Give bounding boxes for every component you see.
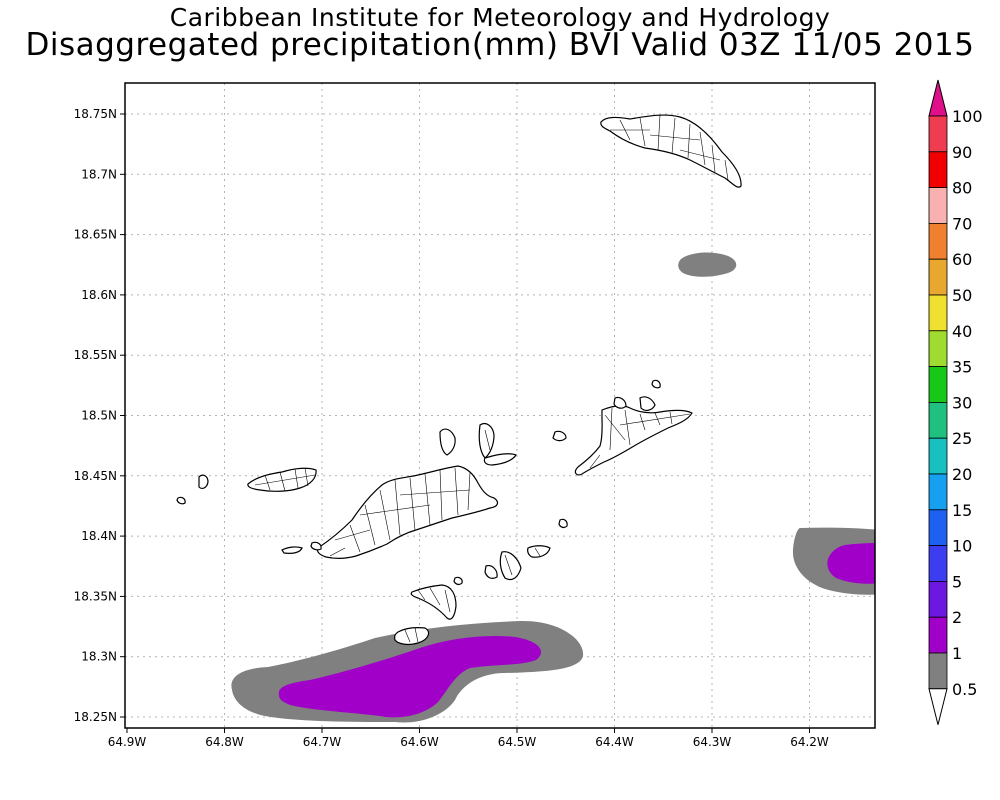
island-sandy-cay	[198, 474, 209, 489]
x-axis: 64.9W 64.8W 64.7W 64.6W 64.5W 64.4W 64.3W 64.2W	[108, 728, 829, 749]
colorbar-segment	[928, 115, 948, 153]
colorbar-label: 0.5	[952, 680, 977, 699]
precipitation-layer	[231, 252, 875, 723]
colorbar-segment	[928, 616, 948, 654]
colorbar-label: 80	[952, 179, 972, 198]
colorbar-segment	[928, 258, 948, 296]
island-necker	[651, 379, 661, 389]
island-cooper	[499, 551, 522, 581]
island-guana	[439, 428, 456, 456]
x-tick-label: 64.6W	[400, 735, 439, 749]
x-tick-label: 64.5W	[498, 735, 537, 749]
map-grid	[125, 83, 875, 728]
y-tick-label: 18.25N	[74, 710, 117, 724]
island-tortola	[316, 465, 499, 559]
colorbar-segment	[928, 509, 948, 546]
island-little-thatch	[310, 541, 322, 551]
x-tick-label: 64.3W	[693, 735, 732, 749]
island-fallen-jerusalem	[558, 518, 568, 529]
colorbar-label: 60	[952, 250, 972, 269]
colorbar-underflow-triangle	[928, 688, 948, 725]
virgin-gorda-subdivisions	[589, 407, 691, 469]
island-virgin-gorda	[574, 405, 693, 476]
colorbar-label: 40	[952, 322, 972, 341]
colorbar-segment	[928, 437, 948, 475]
colorbar-segment	[928, 330, 948, 367]
y-tick-label: 18.35N	[74, 589, 117, 603]
title-product: Disaggregated precipitation(mm) BVI Vali…	[25, 27, 975, 63]
island-beef-island-east	[483, 453, 517, 466]
colorbar-label: 25	[952, 429, 972, 448]
island-subdivisions	[254, 114, 729, 643]
precip-area-east-heavy	[827, 543, 875, 584]
island-great-thatch	[281, 546, 303, 554]
colorbar-segment	[928, 222, 948, 260]
y-tick-label: 18.4N	[81, 529, 117, 543]
x-tick-label: 64.8W	[205, 735, 244, 749]
colorbar-label: 1	[952, 644, 962, 663]
island-great-camanoe	[478, 423, 495, 459]
colorbar-segment	[928, 545, 948, 582]
x-tick-label: 64.4W	[595, 735, 634, 749]
island-ginger	[527, 545, 551, 558]
colorbar-overflow-triangle	[928, 79, 948, 117]
island-scrub	[552, 430, 567, 442]
colorbar-label: 30	[952, 393, 972, 412]
colorbar-segment	[928, 151, 948, 189]
colorbar-label: 15	[952, 501, 972, 520]
colorbar-label: 2	[952, 608, 962, 627]
colorbar-segment	[928, 581, 948, 618]
colorbar-label: 10	[952, 537, 972, 556]
colorbar-label: 20	[952, 465, 972, 484]
title-institute: Caribbean Institute for Meteorology and …	[169, 3, 831, 32]
island-anegada	[600, 114, 742, 188]
x-tick-label: 64.7W	[303, 735, 342, 749]
colorbar-segment	[928, 652, 948, 690]
island-peter	[410, 584, 457, 620]
island-salt	[484, 565, 498, 579]
jost-subdivisions	[254, 467, 316, 492]
island-green-cay	[176, 496, 186, 505]
anegada-subdivisions	[610, 114, 729, 181]
island-mosquito	[639, 396, 656, 411]
colorbar-segment	[928, 294, 948, 332]
y-tick-label: 18.5N	[81, 409, 117, 423]
colorbar-label: 70	[952, 214, 972, 233]
y-tick-label: 18.6N	[81, 288, 117, 302]
island-prickly-pear	[613, 396, 627, 409]
map-frame	[124, 82, 876, 729]
map-plot-area	[125, 83, 875, 728]
colorbar-label: 35	[952, 358, 972, 377]
precip-area-north-light	[678, 252, 737, 277]
x-tick-label: 64.9W	[108, 735, 147, 749]
colorbar-segment	[928, 366, 948, 403]
precip-area-south-heavy	[278, 636, 542, 718]
y-tick-label: 18.7N	[81, 167, 117, 181]
colorbar-label: 90	[952, 143, 972, 162]
colorbar-label: 50	[952, 286, 972, 305]
colorbar-segment	[928, 473, 948, 511]
y-tick-label: 18.3N	[81, 650, 117, 664]
colorbar-segment	[928, 401, 948, 439]
colorbar: 100 90 80 70 60 50 40 35 30 25 20 15 10 5 2 1 0.5	[928, 79, 983, 725]
colorbar-label: 5	[952, 572, 962, 591]
island-norman	[394, 627, 430, 646]
island-dead-chest	[453, 576, 463, 586]
y-tick-label: 18.75N	[74, 107, 117, 121]
y-axis: 18.75N 18.7N 18.65N 18.6N 18.55N 18.5N 18.45N 1…	[74, 107, 125, 724]
y-tick-label: 18.55N	[74, 348, 117, 362]
colorbar-segment	[928, 187, 948, 224]
colorbar-label: 100	[952, 107, 983, 126]
x-tick-label: 64.2W	[790, 735, 829, 749]
y-tick-label: 18.45N	[74, 469, 117, 483]
tortola-subdivisions	[329, 467, 471, 557]
small-island-subdivisions	[404, 429, 541, 643]
y-tick-label: 18.65N	[74, 228, 117, 242]
